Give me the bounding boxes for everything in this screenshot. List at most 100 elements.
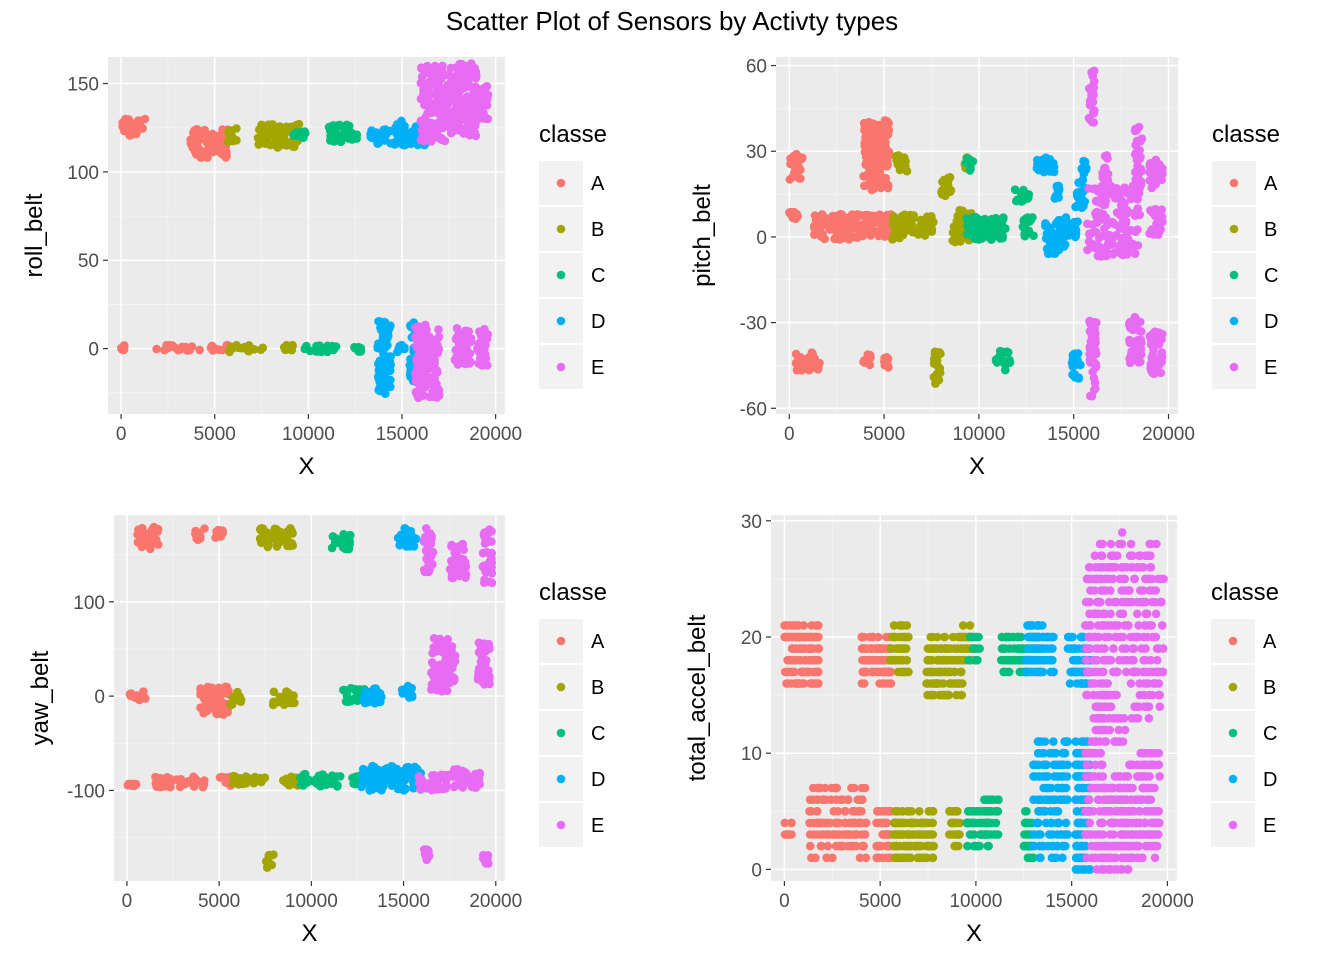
data-point-D bbox=[373, 688, 382, 697]
data-point-B bbox=[289, 692, 298, 701]
data-point-B bbox=[289, 142, 298, 151]
data-point-A bbox=[845, 819, 854, 828]
data-point-A bbox=[823, 830, 832, 839]
data-point-A bbox=[880, 232, 889, 241]
data-point-D bbox=[1049, 668, 1058, 677]
data-point-E bbox=[460, 106, 469, 115]
data-point-C bbox=[1000, 644, 1009, 653]
data-point-A bbox=[860, 139, 869, 148]
data-point-A bbox=[871, 143, 880, 152]
legend-label: D bbox=[591, 769, 605, 791]
data-point-D bbox=[1069, 358, 1078, 367]
x-tick-label: 15000 bbox=[376, 424, 429, 445]
data-point-E bbox=[485, 680, 494, 689]
data-point-E bbox=[482, 656, 491, 665]
data-point-E bbox=[474, 778, 483, 787]
data-point-B bbox=[952, 691, 961, 700]
data-point-B bbox=[931, 679, 940, 688]
data-point-B bbox=[295, 120, 304, 129]
data-point-E bbox=[429, 105, 438, 114]
data-point-E bbox=[486, 527, 495, 536]
data-point-A bbox=[796, 153, 805, 162]
data-point-B bbox=[920, 819, 929, 828]
data-point-E bbox=[1087, 88, 1096, 97]
data-point-E bbox=[416, 785, 425, 794]
data-point-D bbox=[1042, 656, 1051, 665]
data-point-A bbox=[881, 138, 890, 147]
legend-key-dot bbox=[1230, 225, 1239, 234]
data-point-A bbox=[785, 208, 794, 217]
data-point-A bbox=[861, 784, 870, 793]
data-point-E bbox=[431, 125, 440, 134]
data-point-A bbox=[133, 530, 142, 539]
data-point-C bbox=[984, 842, 993, 851]
data-point-E bbox=[433, 83, 442, 92]
data-point-E bbox=[461, 126, 470, 135]
data-point-A bbox=[880, 819, 889, 828]
data-point-E bbox=[450, 765, 459, 774]
data-point-B bbox=[953, 819, 962, 828]
data-point-B bbox=[915, 854, 924, 863]
data-point-D bbox=[1074, 178, 1083, 187]
data-point-A bbox=[200, 524, 209, 533]
data-point-D bbox=[394, 345, 403, 354]
legend-title: classe bbox=[539, 579, 607, 606]
data-point-E bbox=[413, 324, 422, 333]
y-tick-label: 100 bbox=[67, 163, 99, 184]
data-point-A bbox=[873, 668, 882, 677]
data-point-E bbox=[480, 575, 489, 584]
data-point-D bbox=[1042, 761, 1051, 770]
data-point-C bbox=[1005, 358, 1014, 367]
data-point-A bbox=[885, 126, 894, 135]
data-point-E bbox=[1093, 218, 1102, 227]
data-point-B bbox=[280, 700, 289, 709]
data-point-C bbox=[313, 780, 322, 789]
data-point-B bbox=[233, 688, 242, 697]
data-point-A bbox=[211, 533, 220, 542]
data-point-E bbox=[487, 537, 496, 546]
data-point-A bbox=[828, 214, 837, 223]
data-point-A bbox=[861, 830, 870, 839]
legend-key-dot bbox=[557, 775, 566, 784]
data-point-E bbox=[479, 851, 488, 860]
data-point-E bbox=[462, 570, 471, 579]
data-point-A bbox=[844, 225, 853, 234]
data-point-C bbox=[988, 795, 997, 804]
data-point-D bbox=[1043, 230, 1052, 239]
data-point-E bbox=[432, 344, 441, 353]
data-point-D bbox=[1044, 644, 1053, 653]
data-point-E bbox=[1112, 184, 1121, 193]
data-point-D bbox=[1070, 370, 1079, 379]
data-point-D bbox=[1047, 819, 1056, 828]
legend-label: C bbox=[1264, 265, 1278, 287]
data-point-A bbox=[184, 777, 193, 786]
data-point-E bbox=[424, 362, 433, 371]
data-point-B bbox=[891, 216, 900, 225]
data-point-D bbox=[1073, 842, 1082, 851]
data-point-A bbox=[222, 773, 231, 782]
data-point-B bbox=[934, 362, 943, 371]
data-point-B bbox=[906, 854, 915, 863]
data-point-C bbox=[1024, 194, 1033, 203]
data-point-E bbox=[420, 566, 429, 575]
data-point-B bbox=[254, 134, 263, 143]
data-point-A bbox=[806, 633, 815, 642]
legend-label: D bbox=[1264, 311, 1278, 333]
data-point-E bbox=[446, 565, 455, 574]
data-point-D bbox=[1059, 761, 1068, 770]
data-point-D bbox=[409, 133, 418, 142]
data-point-B bbox=[232, 695, 241, 704]
data-point-E bbox=[467, 334, 476, 343]
data-point-B bbox=[257, 124, 266, 133]
data-point-D bbox=[1037, 737, 1046, 746]
data-point-A bbox=[139, 687, 148, 696]
data-point-A bbox=[799, 644, 808, 653]
data-point-A bbox=[799, 668, 808, 677]
data-point-E bbox=[483, 115, 492, 124]
data-point-E bbox=[417, 79, 426, 88]
data-point-D bbox=[402, 763, 411, 772]
data-point-A bbox=[190, 127, 199, 136]
data-point-E bbox=[426, 529, 435, 538]
data-point-E bbox=[480, 325, 489, 334]
